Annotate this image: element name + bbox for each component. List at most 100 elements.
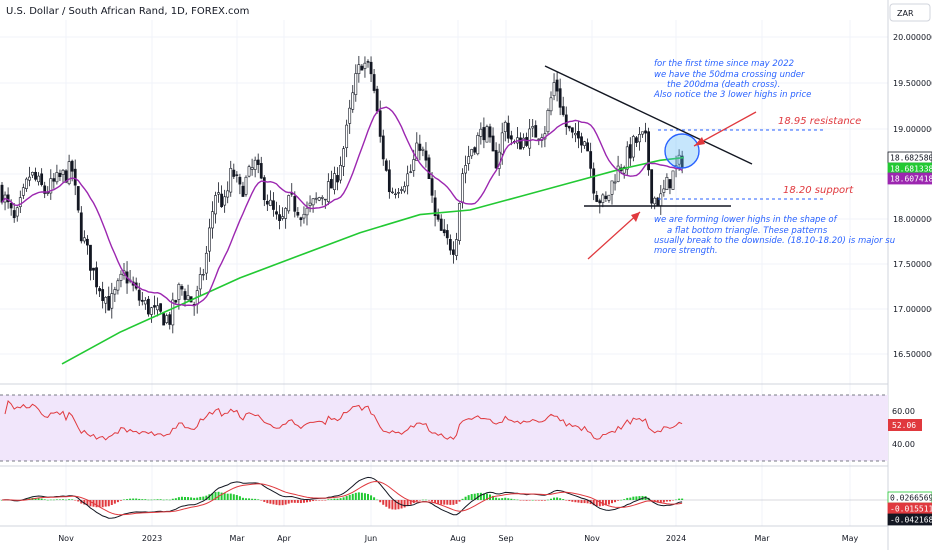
macd-bar: [263, 500, 266, 502]
macd-tag-label: -0.0155111: [890, 505, 932, 514]
candle-body: [183, 291, 187, 300]
candle-body: [46, 192, 50, 194]
candle-body: [28, 176, 31, 181]
macd-bar: [391, 500, 394, 510]
candle-body: [119, 273, 123, 281]
candle-body: [476, 135, 480, 155]
candle-body: [177, 284, 181, 300]
macd-bar: [650, 500, 653, 501]
macd-bar: [492, 495, 495, 500]
rsi-band: [0, 395, 888, 461]
macd-bar: [485, 493, 488, 500]
candle-body: [564, 114, 568, 128]
rsi-axis[interactable]: 60.00 40.00 52.06: [888, 407, 922, 449]
macd-bar: [104, 500, 107, 507]
macd-bar: [644, 496, 647, 500]
candle-body: [375, 88, 379, 112]
macd-bar: [675, 499, 678, 501]
macd-bar: [299, 500, 302, 504]
time-tick: Mar: [754, 534, 770, 543]
resistance-label[interactable]: 18.95 resistance: [778, 116, 861, 127]
macd-bar: [302, 500, 305, 503]
macd-bar: [617, 500, 620, 501]
candle-body: [387, 169, 391, 193]
price-axis[interactable]: 20.000000019.500000019.000000018.5000000…: [893, 33, 932, 359]
macd-bar: [74, 500, 77, 501]
descending-trendline[interactable]: [544, 65, 753, 165]
macd-bar: [52, 499, 55, 501]
macd-bar: [470, 494, 473, 500]
macd-bar: [202, 496, 205, 500]
macd-bar: [205, 495, 208, 500]
time-tick: Sep: [498, 534, 513, 543]
ma50-line: [1, 106, 683, 307]
macd-bar: [138, 498, 141, 500]
macd-bar: [665, 500, 668, 502]
macd-bar: [638, 496, 641, 500]
candle-body: [110, 293, 114, 309]
macd-bar: [58, 499, 61, 500]
macd-bar: [312, 500, 315, 502]
macd-bar: [174, 498, 177, 500]
candle-body: [268, 199, 272, 206]
macd-bar: [126, 499, 129, 500]
macd-bar: [327, 499, 330, 500]
macd-bar: [342, 497, 345, 500]
rsi-tick-60: 60.00: [892, 407, 915, 416]
candle-body: [671, 170, 675, 190]
price-tick: 17.5000000: [893, 260, 932, 269]
macd-bar: [586, 500, 589, 504]
macd-bar: [556, 497, 559, 500]
macd-bar: [214, 492, 217, 500]
candle-body: [34, 171, 37, 180]
macd-bar: [614, 500, 617, 503]
resistance-arrow[interactable]: [693, 111, 757, 147]
candle-body: [561, 106, 565, 115]
macd-axis[interactable]: 0.0266569 -0.0155111 -0.0421680: [887, 491, 932, 526]
price-tick: 16.5000000: [893, 350, 932, 359]
candle-body: [204, 252, 208, 274]
macd-bar: [43, 499, 46, 500]
macd-bar: [623, 499, 626, 500]
candle-body: [400, 189, 403, 191]
support-label[interactable]: 18.20 support: [783, 185, 854, 196]
candle-body: [256, 159, 260, 165]
macd-bar: [568, 500, 571, 502]
macd-bar: [385, 500, 388, 507]
cross-highlight-circle[interactable]: [664, 133, 700, 169]
candle-body: [653, 197, 657, 205]
triangle-note[interactable]: we are forming lower highs in the shape …: [654, 215, 895, 256]
death-cross-line-3: the 200dma (death cross).: [667, 80, 780, 90]
candle-body: [208, 227, 211, 252]
candle-body: [116, 280, 120, 291]
candle-body: [607, 194, 611, 201]
candle-body: [293, 196, 297, 212]
candle-body: [317, 197, 321, 201]
death-cross-note[interactable]: for the first time since may 2022 we hav…: [653, 59, 811, 100]
candle-body: [6, 194, 10, 203]
candle-body: [43, 185, 47, 194]
candle-body: [528, 128, 532, 149]
candle-body: [58, 172, 62, 177]
candle-body: [625, 146, 629, 170]
macd-bar: [403, 500, 406, 508]
macd-bar: [232, 494, 235, 500]
candle-body: [336, 175, 339, 183]
time-axis[interactable]: Nov 2023 Mar Apr Jun Aug Sep Nov 2024 Mar May: [58, 534, 858, 543]
macd-bar: [153, 499, 156, 500]
candle-body: [409, 171, 413, 173]
currency-button[interactable]: ZAR: [889, 3, 931, 22]
macd-bar: [49, 499, 52, 501]
support-arrow[interactable]: [587, 211, 641, 260]
macd-bar: [473, 493, 476, 500]
candle-body: [659, 193, 663, 206]
macd-bar: [159, 499, 162, 500]
macd-bar: [626, 497, 629, 500]
price-tick: 20.0000000: [893, 33, 932, 42]
candle-body: [577, 131, 580, 139]
time-tick: Mar: [229, 534, 245, 543]
candle-body: [546, 110, 550, 133]
candle-body: [320, 197, 324, 199]
